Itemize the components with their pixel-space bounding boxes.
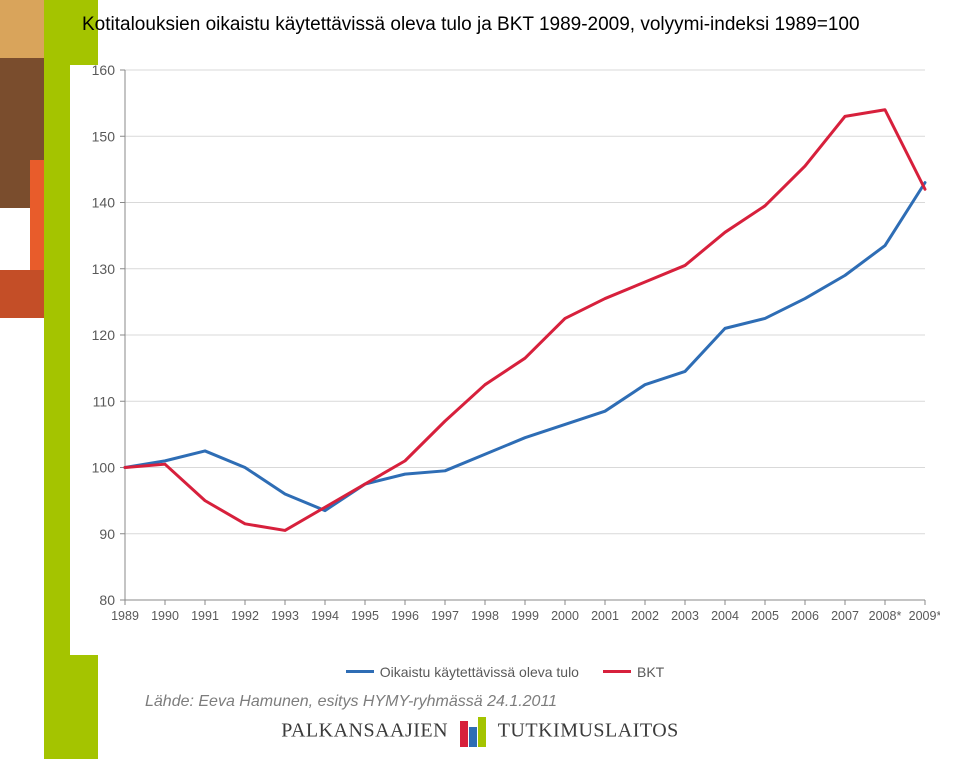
logo-bar bbox=[460, 721, 468, 747]
svg-text:120: 120 bbox=[92, 327, 116, 343]
svg-text:1992: 1992 bbox=[231, 609, 259, 623]
svg-text:2006: 2006 bbox=[791, 609, 819, 623]
deco-block bbox=[0, 270, 44, 318]
svg-text:1991: 1991 bbox=[191, 609, 219, 623]
legend-label: Oikaistu käytettävissä oleva tulo bbox=[380, 664, 579, 680]
svg-text:100: 100 bbox=[92, 460, 116, 476]
footer-left: PALKANSAAJIEN bbox=[281, 720, 448, 742]
svg-text:2009*: 2009* bbox=[909, 609, 940, 623]
svg-text:2004: 2004 bbox=[711, 609, 739, 623]
logo-bar bbox=[469, 727, 477, 747]
deco-block bbox=[30, 160, 44, 280]
svg-text:2002: 2002 bbox=[631, 609, 659, 623]
svg-text:2000: 2000 bbox=[551, 609, 579, 623]
source-text: Lähde: Eeva Hamunen, esitys HYMY-ryhmäss… bbox=[145, 693, 557, 711]
svg-text:1995: 1995 bbox=[351, 609, 379, 623]
logo-bar bbox=[478, 717, 486, 747]
svg-text:90: 90 bbox=[99, 526, 115, 542]
svg-text:1999: 1999 bbox=[511, 609, 539, 623]
svg-text:1989: 1989 bbox=[111, 609, 139, 623]
svg-text:110: 110 bbox=[93, 393, 116, 409]
svg-text:150: 150 bbox=[92, 128, 116, 144]
footer: PALKANSAAJIEN TUTKIMUSLAITOS bbox=[0, 717, 960, 747]
svg-text:1993: 1993 bbox=[271, 609, 299, 623]
svg-text:1998: 1998 bbox=[471, 609, 499, 623]
chart-svg: 80 90 100 110 120 130 140 150 160 1989 1990 1991 199… bbox=[70, 65, 940, 655]
footer-logo-icon bbox=[460, 717, 487, 747]
svg-text:2007: 2007 bbox=[831, 609, 859, 623]
legend-item: BKT bbox=[603, 664, 664, 680]
svg-text:160: 160 bbox=[92, 65, 116, 78]
svg-text:1997: 1997 bbox=[431, 609, 459, 623]
svg-text:130: 130 bbox=[92, 261, 116, 277]
svg-text:1994: 1994 bbox=[311, 609, 339, 623]
svg-text:2005: 2005 bbox=[751, 609, 779, 623]
svg-text:2001: 2001 bbox=[591, 609, 619, 623]
legend-swatch bbox=[603, 670, 631, 673]
svg-text:1996: 1996 bbox=[391, 609, 419, 623]
svg-text:1990: 1990 bbox=[151, 609, 179, 623]
legend-label: BKT bbox=[637, 664, 664, 680]
svg-text:140: 140 bbox=[92, 195, 116, 211]
svg-text:80: 80 bbox=[99, 592, 115, 608]
legend: Oikaistu käytettävissä oleva tulo BKT bbox=[70, 660, 940, 680]
footer-right: TUTKIMUSLAITOS bbox=[498, 720, 679, 742]
line-chart: 80 90 100 110 120 130 140 150 160 1989 1990 1991 199… bbox=[70, 65, 940, 655]
legend-swatch bbox=[346, 670, 374, 673]
svg-text:2003: 2003 bbox=[671, 609, 699, 623]
legend-item: Oikaistu käytettävissä oleva tulo bbox=[346, 664, 579, 680]
chart-title: Kotitalouksien oikaistu käytettävissä ol… bbox=[82, 14, 860, 36]
svg-text:2008*: 2008* bbox=[869, 609, 902, 623]
